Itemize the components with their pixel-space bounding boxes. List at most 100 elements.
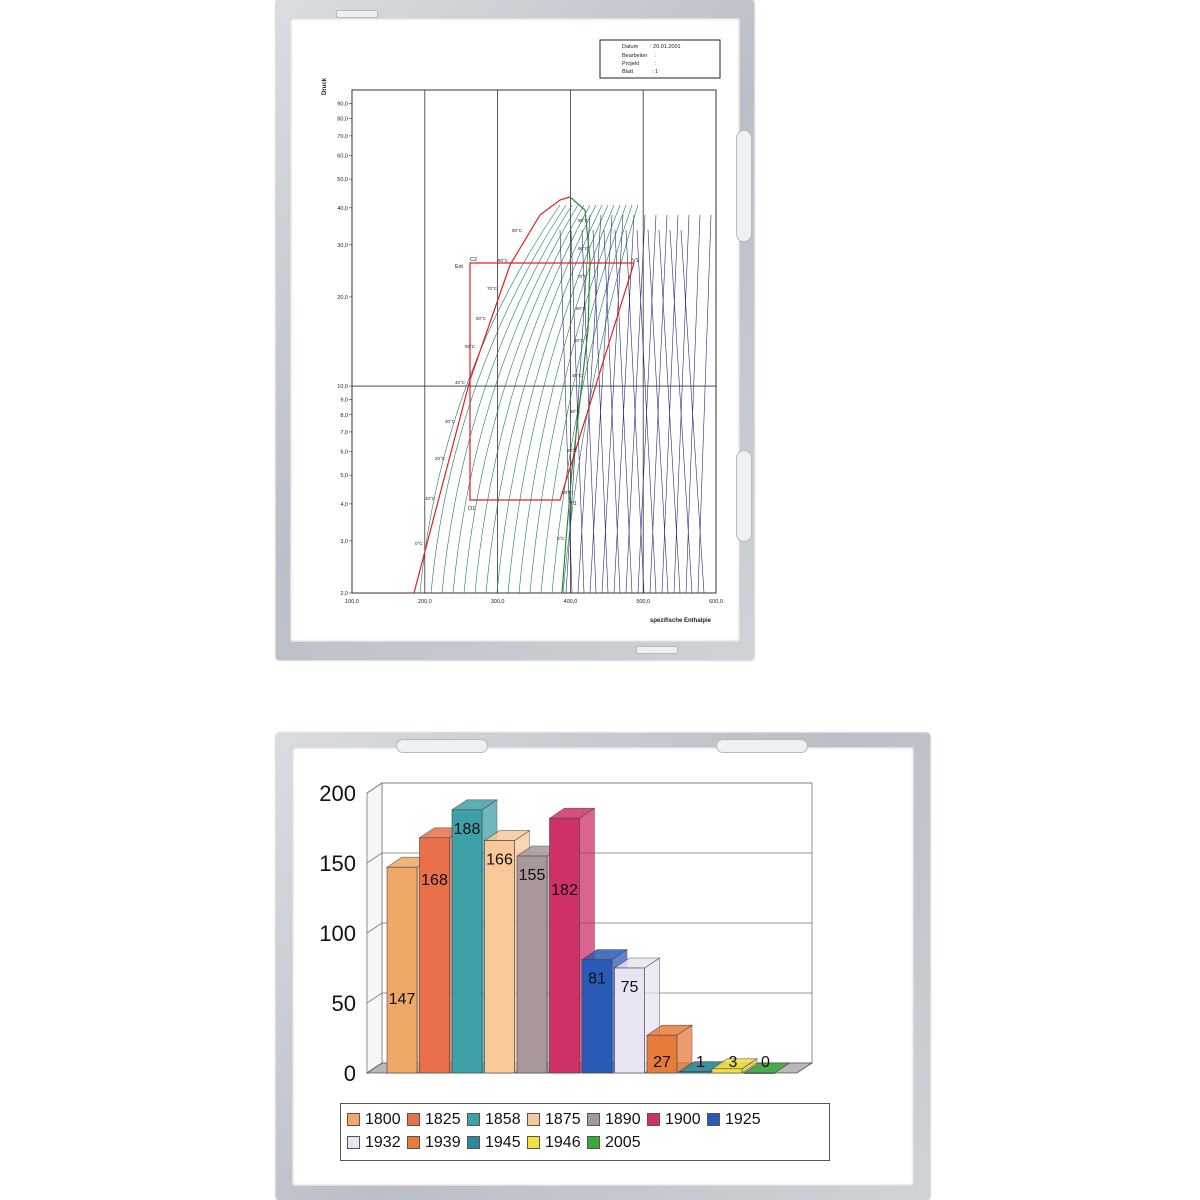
temperature-label: 80°C [578,246,589,251]
isotherm-line [562,204,639,594]
bar [549,817,580,1074]
legend-label: 1946 [545,1133,581,1151]
title-block-row-value: : [655,53,657,59]
bar-value-label: 166 [486,852,513,869]
temperature-label: 40°C [572,373,583,378]
y-tick-label: 10,0 [337,384,348,390]
legend-swatch [467,1113,480,1126]
legend-label: 1945 [485,1133,521,1151]
temperature-label: 10°C [425,496,436,501]
y-tick-label: 30,0 [337,243,348,249]
isotherm-line [551,204,633,594]
x-tick-label: 500,0 [636,599,650,605]
temperature-label: 60°C [576,306,587,311]
gridline [366,992,812,1004]
bar [386,866,418,1074]
legend-swatch [587,1113,600,1126]
bar-value-label: 155 [519,867,546,884]
top-frame-side-grip-1 [736,130,752,242]
isentrope-line [647,229,669,594]
bar [679,1071,710,1074]
y-tick-label: 0 [344,1061,356,1086]
bar [516,855,548,1074]
x-axis-label: spezifische Enthalpie [650,618,712,624]
temperature-label: 0°C [557,536,565,541]
legend-label: 1825 [425,1110,461,1128]
isotherm-line [474,204,591,594]
temperature-label: 70°C [577,274,588,279]
y-tick-label: 2,0 [340,591,348,597]
temperature-label: 30°C [445,419,456,424]
bar [646,1034,678,1074]
isentrope-line [601,214,624,594]
legend-swatch [347,1113,360,1126]
y-axis-label: Druck [322,77,328,95]
y-tick-label: 9,0 [340,398,348,404]
isentrope-line [603,229,621,594]
isotherm-line [441,204,573,594]
bar-value-label: 3 [729,1054,738,1071]
bar-value-label: 27 [653,1054,671,1071]
bottom-frame-top-grip-1 [396,739,488,753]
bar-value-label: 81 [588,971,606,988]
y-tick-label: 4,0 [340,502,348,508]
y-tick-label: 6,0 [340,450,348,456]
isentrope-line [570,229,585,594]
y-tick-label: 8,0 [340,413,348,419]
legend-item: 1825 [407,1108,467,1131]
y-tick-label: 200 [319,781,356,806]
isentrope-line [658,229,681,594]
isotherm-line [430,204,567,594]
isentrope-line [685,214,701,594]
point-label-y1: Y1 [570,501,577,507]
y-tick-label: 20,0 [337,295,348,301]
legend-item: 1800 [347,1108,407,1131]
isentrope-line [680,229,705,594]
isentrope-line [581,229,597,594]
temperature-label: 80°C [498,258,509,263]
isentrope-line [625,229,645,594]
temperature-label: 60°C [476,316,487,321]
point-label-c2: C2 [470,257,477,263]
legend-item: 1932 [347,1131,407,1154]
saturated-vapor-line [561,196,591,594]
legend-label: 1932 [365,1133,401,1151]
temperature-label: 50°C [465,344,476,349]
y-tick-label: 90,0 [337,102,348,108]
temperature-label: 10°C [562,490,573,495]
bar [614,967,645,1074]
bar-value-label: 75 [621,979,639,996]
legend-item: 1858 [467,1108,527,1131]
y-tick-label: 60,0 [337,154,348,160]
bar [711,1068,743,1074]
temperature-label: 70°C [487,286,498,291]
y-tick-label: 100 [319,921,356,946]
isotherm-lines [419,204,639,594]
gridline [366,852,812,864]
y-tick-label: 40,0 [337,206,348,212]
legend-label: 1890 [605,1110,641,1128]
bar-value-label: 188 [454,821,481,838]
legend-item: 1939 [407,1131,467,1154]
diagram-x-ticks: 100,0 200,0 300,0 400,0 500,0 600,0 [345,599,723,605]
isentrope-line [589,214,613,594]
diagram-plot-area [351,89,717,594]
legend-item: 1875 [527,1108,587,1131]
isentrope-lines [559,214,712,594]
pressure-enthalpy-diagram: Datum : 20.01.2001 Bearbeiter : Projekt … [322,39,723,624]
legend-item: 1890 [587,1108,647,1131]
temperature-label: 0°C [415,541,423,546]
point-label-ext: Ext [455,264,463,270]
y-tick-label: 70,0 [337,134,348,140]
x-tick-label: 200,0 [418,599,432,605]
title-block-row-value: : 1 [652,69,658,75]
isentrope-line [669,229,693,594]
isentrope-line [673,214,690,594]
bar [451,809,483,1074]
top-frame-side-grip-2 [736,450,752,542]
legend-swatch [407,1113,420,1126]
title-block-row-label: Datum [622,44,639,50]
bar-value-label: 147 [389,991,416,1008]
gridline [366,922,812,934]
refrigeration-cycle [469,262,635,501]
